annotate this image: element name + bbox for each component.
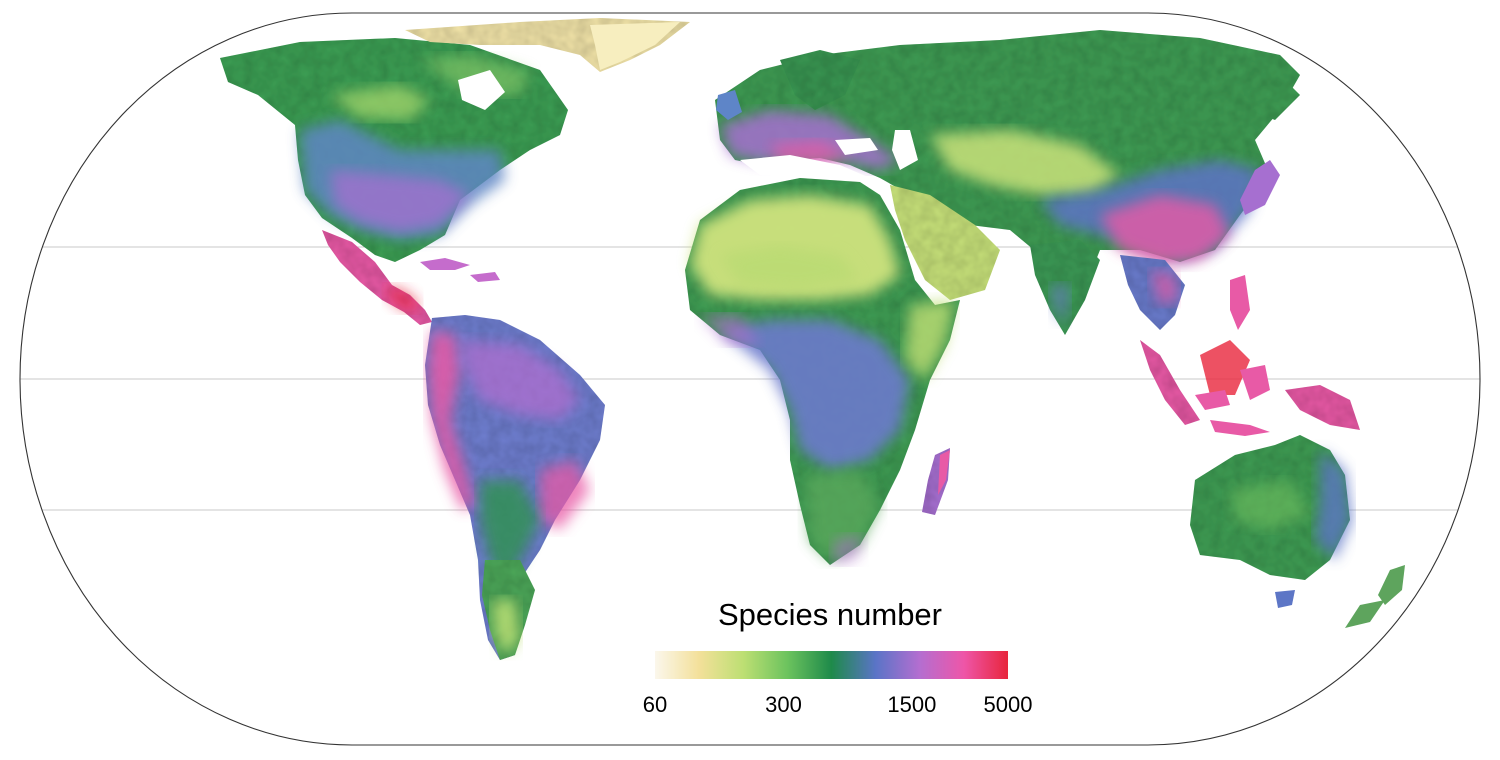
greenland-ice bbox=[590, 22, 680, 70]
legend-tick-label: 300 bbox=[765, 692, 802, 717]
land-masses bbox=[220, 18, 1405, 660]
south-america bbox=[425, 315, 605, 660]
legend-tick-label: 60 bbox=[642, 692, 668, 717]
legend-colorbar bbox=[655, 651, 1008, 679]
north-america bbox=[220, 38, 568, 325]
globe-outline bbox=[19, 12, 1481, 746]
africa bbox=[685, 178, 960, 565]
australia bbox=[1190, 435, 1405, 628]
maritime-asia bbox=[1140, 275, 1360, 436]
kamchatka bbox=[1250, 80, 1300, 120]
legend-tick-label: 1500 bbox=[887, 692, 937, 717]
legend-title: Species number bbox=[717, 597, 942, 632]
legend-tick-label: 5000 bbox=[983, 692, 1033, 717]
legend-colorbar-fill bbox=[655, 651, 1008, 679]
eurasia bbox=[715, 30, 1300, 335]
